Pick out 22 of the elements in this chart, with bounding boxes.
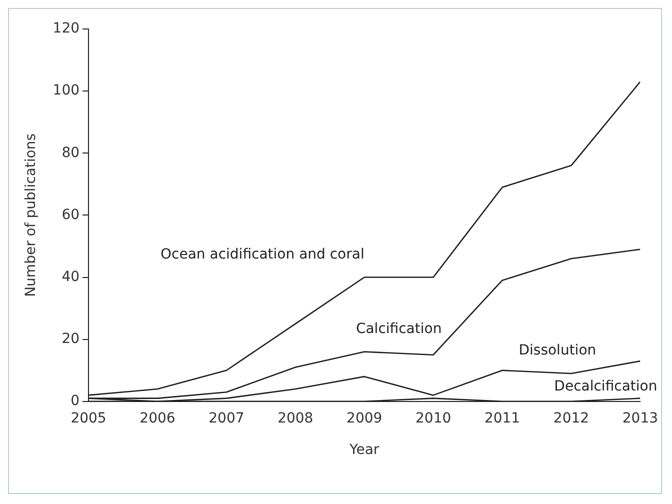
x-tick-label: 2009 [346, 410, 382, 426]
y-tick-label: 80 [62, 144, 80, 161]
y-tick-label: 100 [52, 82, 80, 99]
x-tick-label: 2007 [208, 410, 244, 426]
x-tick-label: 2011 [484, 410, 520, 426]
x-tick-label: 2008 [278, 410, 314, 426]
y-tick-label: 60 [62, 206, 80, 223]
y-tick-label: 120 [52, 20, 80, 37]
x-tick-label: 2006 [140, 410, 176, 426]
series-label: Ocean acidification and coral [160, 246, 364, 262]
series-label: Dissolution [518, 342, 596, 359]
x-tick-label: 2012 [553, 410, 590, 426]
x-axis-title: Year [348, 442, 380, 458]
y-tick-label: 40 [62, 268, 80, 285]
series-label: Calcification [356, 320, 442, 337]
y-tick-label: 20 [62, 330, 80, 347]
y-tick-label: 0 [70, 393, 80, 410]
x-tick-label: 2005 [70, 410, 106, 426]
x-tick-label: 2013 [622, 410, 658, 426]
x-tick-label: 2010 [415, 410, 452, 426]
series-label: Decalcification [554, 378, 658, 394]
y-axis-title: Number of publications [23, 133, 40, 297]
